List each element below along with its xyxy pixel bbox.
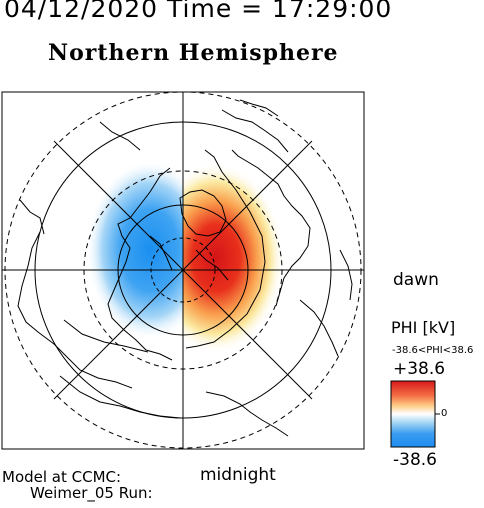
- run-label: Weimer_05 Run:: [30, 484, 153, 502]
- meridian-diagonal-b: [53, 140, 313, 400]
- colorbar-range-text: -38.6<PHI<38.6: [392, 345, 474, 356]
- dawn-label: dawn: [393, 270, 439, 290]
- colorbar-title: PHI [kV]: [391, 318, 456, 337]
- model-label: Model at CCMC:: [2, 468, 122, 486]
- potential-cells: [86, 160, 284, 353]
- positive-potential-cell: [183, 163, 284, 353]
- polar-grid: [2, 92, 364, 449]
- colorbar-zero-label: 0: [441, 408, 448, 419]
- map-frame: [1, 91, 365, 450]
- colorbar-min-label: -38.6: [393, 450, 437, 470]
- timestamp-title: 04/12/2020 Time = 17:29:00: [4, 0, 393, 23]
- midnight-label: midnight: [200, 465, 276, 485]
- coastlines: [17, 99, 353, 437]
- hemisphere-title: Northern Hemisphere: [48, 40, 339, 66]
- colorbar: [390, 380, 436, 448]
- negative-potential-cell: [86, 160, 183, 340]
- colorbar-max-label: +38.6: [393, 359, 446, 379]
